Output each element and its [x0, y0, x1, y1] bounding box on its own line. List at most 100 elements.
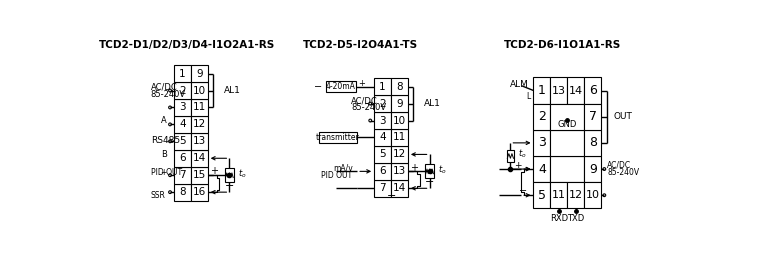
Bar [584, 103, 601, 130]
Text: +: + [358, 79, 365, 88]
Text: GND: GND [558, 120, 577, 129]
Text: 13: 13 [393, 166, 406, 176]
Text: A: A [161, 116, 167, 125]
Text: 12: 12 [393, 149, 406, 159]
Bar [318, 132, 357, 143]
Text: 85-240V: 85-240V [150, 90, 186, 99]
Text: +: + [410, 162, 418, 173]
Text: $t_o$: $t_o$ [438, 164, 447, 176]
Bar [391, 146, 408, 163]
Text: 15: 15 [193, 170, 206, 180]
Bar [534, 156, 550, 182]
Bar [550, 103, 584, 130]
Text: 12: 12 [568, 190, 583, 200]
Bar [534, 130, 550, 156]
Bar [374, 163, 391, 180]
Text: 2: 2 [179, 85, 185, 96]
Text: 2: 2 [538, 110, 546, 123]
Text: 6: 6 [179, 153, 185, 163]
Text: RXD: RXD [549, 214, 568, 223]
Bar [534, 103, 550, 130]
Text: $t_o$: $t_o$ [518, 147, 527, 160]
Text: 9: 9 [589, 162, 597, 176]
Bar [374, 95, 391, 112]
Bar [191, 184, 207, 201]
Bar [225, 168, 234, 182]
Bar [425, 164, 434, 178]
Text: mA/v: mA/v [333, 164, 353, 173]
Text: TXD: TXD [567, 214, 584, 223]
Bar [374, 129, 391, 146]
Text: 9: 9 [196, 69, 203, 79]
Bar [391, 95, 408, 112]
Text: 7: 7 [379, 183, 386, 193]
Text: TCD2-D6-I1O1A1-RS: TCD2-D6-I1O1A1-RS [503, 40, 621, 50]
Text: +: + [210, 166, 218, 176]
Text: 4: 4 [179, 119, 185, 129]
Text: 85-240V: 85-240V [607, 168, 639, 177]
Text: PID OUT: PID OUT [321, 171, 353, 180]
Text: 1: 1 [538, 84, 546, 97]
Text: RS485: RS485 [150, 136, 180, 145]
Text: OUT: OUT [613, 112, 632, 121]
Text: 4: 4 [379, 132, 386, 143]
Bar [191, 65, 207, 82]
Text: −: − [519, 186, 527, 196]
Text: 10: 10 [586, 190, 600, 200]
Bar [534, 182, 550, 208]
Bar [391, 180, 408, 197]
Text: AC/DC: AC/DC [607, 161, 632, 170]
Bar [584, 182, 601, 208]
Text: 1: 1 [179, 69, 185, 79]
Text: 3: 3 [179, 102, 185, 112]
Bar [374, 180, 391, 197]
Bar [550, 156, 584, 182]
Text: 3: 3 [538, 136, 546, 149]
Bar [191, 133, 207, 150]
Bar [191, 167, 207, 184]
Text: 2: 2 [379, 99, 386, 109]
Bar [534, 78, 550, 103]
Text: transmitter: transmitter [316, 133, 359, 142]
Bar [391, 112, 408, 129]
Text: 11: 11 [552, 190, 566, 200]
Text: AC/DC: AC/DC [150, 83, 178, 92]
Bar [568, 182, 584, 208]
Bar [174, 184, 191, 201]
Text: 14: 14 [393, 183, 406, 193]
Text: 16: 16 [193, 187, 206, 197]
Text: $t_o$: $t_o$ [238, 167, 246, 180]
Text: 5: 5 [379, 149, 386, 159]
Bar [550, 182, 568, 208]
Text: 14: 14 [193, 153, 206, 163]
Text: −: − [225, 181, 234, 191]
Text: +: + [160, 168, 167, 177]
Bar [174, 167, 191, 184]
Bar [506, 150, 515, 162]
Text: 3: 3 [379, 115, 386, 126]
Text: 5: 5 [538, 189, 546, 202]
Text: SSR: SSR [150, 191, 166, 200]
Bar [568, 78, 584, 103]
Text: 4: 4 [538, 162, 546, 176]
Text: 12: 12 [193, 119, 206, 129]
Bar [174, 82, 191, 99]
Text: 10: 10 [193, 85, 206, 96]
Bar [191, 150, 207, 167]
Text: 7: 7 [179, 170, 185, 180]
Bar [584, 156, 601, 182]
Text: 7: 7 [589, 110, 597, 123]
Bar [326, 81, 356, 92]
Text: 6: 6 [589, 84, 597, 97]
Text: 13: 13 [193, 136, 206, 146]
Bar [191, 82, 207, 99]
Text: 10: 10 [393, 115, 406, 126]
Bar [174, 116, 191, 133]
Bar [584, 130, 601, 156]
Text: B: B [161, 150, 167, 159]
Text: AL1: AL1 [424, 99, 441, 108]
Bar [191, 116, 207, 133]
Text: 13: 13 [552, 85, 566, 96]
Bar [374, 78, 391, 95]
Text: 14: 14 [568, 85, 583, 96]
